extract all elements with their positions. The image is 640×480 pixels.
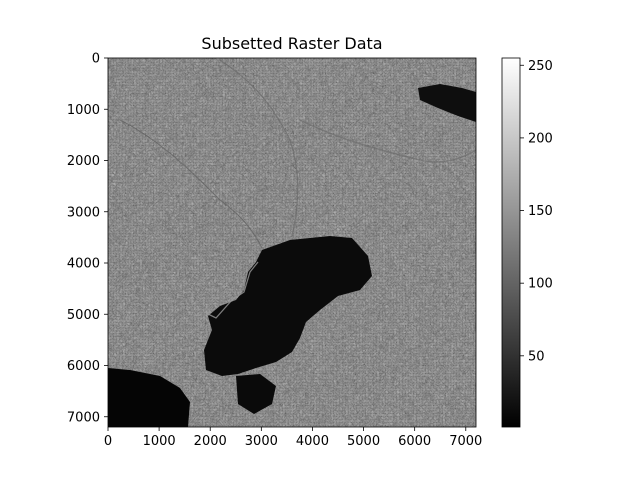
image-frame bbox=[107, 57, 477, 428]
y-tick-label: 5000 bbox=[67, 308, 100, 323]
colorbar bbox=[501, 57, 521, 428]
x-tick-label: 7000 bbox=[449, 434, 482, 449]
river-1 bbox=[219, 59, 299, 237]
x-tick-label: 0 bbox=[104, 434, 112, 449]
colorbar-tick-label: 100 bbox=[528, 277, 553, 292]
y-axis: 0 1000 2000 3000 4000 5000 6000 7000 bbox=[67, 52, 108, 425]
colorbar-axis: 50 100 150 200 250 bbox=[520, 59, 553, 364]
river-2 bbox=[299, 119, 476, 163]
coastline bbox=[203, 261, 259, 319]
y-tick-label: 3000 bbox=[67, 205, 100, 220]
x-axis: 0 1000 2000 3000 4000 5000 6000 7000 bbox=[104, 427, 482, 449]
lake-upper-right bbox=[418, 84, 476, 122]
colorbar-tick-label: 250 bbox=[528, 59, 553, 74]
chart-title: Subsetted Raster Data bbox=[201, 34, 382, 53]
raster-image bbox=[108, 58, 476, 427]
sea-lower-left bbox=[108, 368, 190, 427]
y-tick-label: 7000 bbox=[67, 410, 100, 425]
y-tick-label: 6000 bbox=[67, 359, 100, 374]
y-tick-label: 4000 bbox=[67, 257, 100, 272]
x-tick-label: 2000 bbox=[194, 434, 227, 449]
x-tick-label: 4000 bbox=[296, 434, 329, 449]
colorbar-tick-label: 200 bbox=[528, 131, 553, 146]
y-tick-label: 2000 bbox=[67, 154, 100, 169]
y-tick-label: 0 bbox=[92, 52, 100, 67]
colorbar-tick-label: 150 bbox=[528, 204, 553, 219]
colorbar-tick-label: 50 bbox=[528, 349, 545, 364]
y-tick-label: 1000 bbox=[67, 103, 100, 118]
river-3 bbox=[119, 119, 263, 249]
x-tick-label: 5000 bbox=[347, 434, 380, 449]
bay-lower bbox=[236, 374, 276, 414]
bay-water bbox=[204, 236, 372, 376]
x-tick-label: 6000 bbox=[398, 434, 431, 449]
x-tick-label: 3000 bbox=[245, 434, 278, 449]
x-tick-label: 1000 bbox=[143, 434, 176, 449]
